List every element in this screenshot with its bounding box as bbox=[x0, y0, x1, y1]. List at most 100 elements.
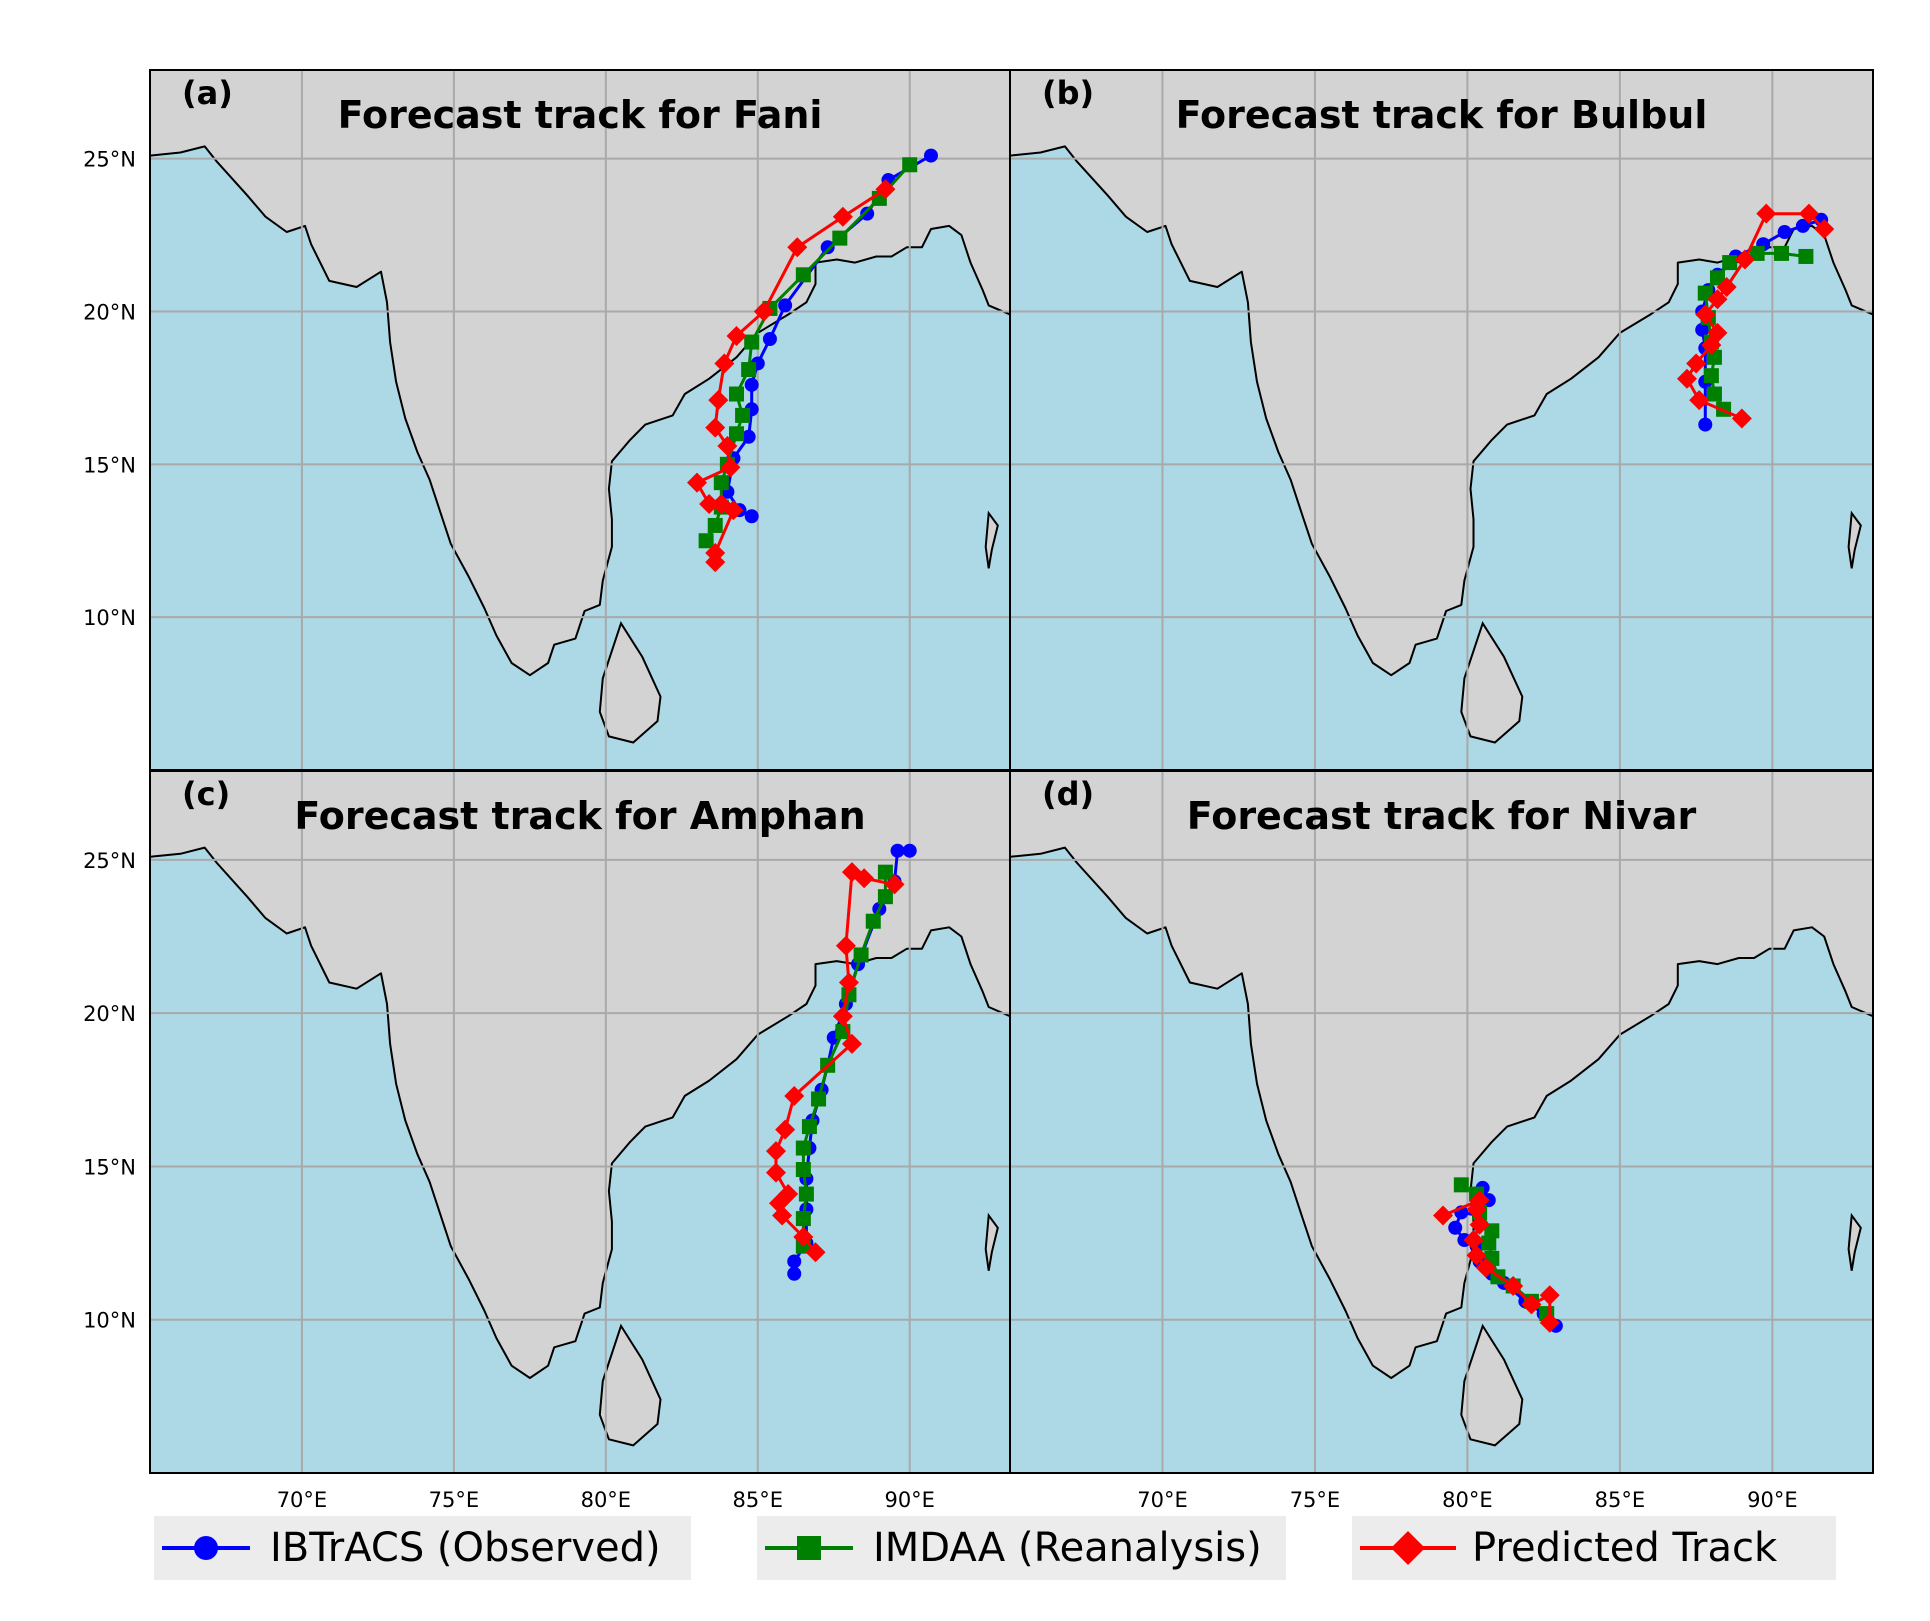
x-tick-label: 85°E bbox=[1595, 1488, 1646, 1512]
panel-label: (b) bbox=[1042, 74, 1094, 112]
map-panel-b: (b) Forecast track for Bulbul bbox=[1009, 69, 1874, 771]
y-tick-label: 15°N bbox=[83, 1155, 136, 1179]
track-point-predicted bbox=[1521, 1294, 1542, 1315]
x-tick-label: 80°E bbox=[1442, 1488, 1493, 1512]
legend-label-ibtracs: IBTrACS (Observed) bbox=[270, 1525, 661, 1571]
track-point-predicted bbox=[1798, 203, 1819, 224]
track-point-predicted bbox=[1756, 203, 1777, 224]
map-panel-a: (a) Forecast track for Fani bbox=[149, 69, 1011, 771]
track-point-imdaa bbox=[713, 475, 729, 491]
track-point-ibtracs bbox=[744, 377, 759, 392]
land-sri-lanka bbox=[1460, 620, 1524, 744]
track-point-predicted bbox=[838, 972, 859, 993]
track-point-ibtracs bbox=[890, 843, 905, 858]
x-tick-label: 70°E bbox=[277, 1488, 328, 1512]
track-point-imdaa bbox=[707, 517, 723, 533]
track-point-predicted bbox=[766, 1162, 787, 1183]
legend-marker-square bbox=[765, 1536, 853, 1560]
panel-title: Forecast track for Bulbul bbox=[1176, 93, 1708, 137]
land-sri-lanka bbox=[598, 620, 662, 744]
track-point-predicted bbox=[793, 1226, 814, 1247]
x-tick-label: 80°E bbox=[581, 1488, 632, 1512]
track-point-ibtracs bbox=[762, 331, 777, 346]
legend-label-imdaa: IMDAA (Reanalysis) bbox=[873, 1525, 1262, 1571]
track-point-ibtracs bbox=[778, 298, 793, 313]
track-point-predicted bbox=[711, 494, 732, 515]
legend-item-imdaa: IMDAA (Reanalysis) bbox=[757, 1516, 1286, 1580]
track-point-ibtracs bbox=[787, 1266, 802, 1281]
map-panel-d: (d) Forecast track for Nivar bbox=[1009, 770, 1874, 1474]
track-point-imdaa bbox=[798, 1186, 814, 1202]
track-point-predicted bbox=[1539, 1285, 1560, 1306]
x-tick-label: 75°E bbox=[1290, 1488, 1341, 1512]
land-andaman-islands bbox=[1847, 1212, 1862, 1271]
track-point-predicted bbox=[832, 1006, 853, 1027]
y-tick-label: 10°N bbox=[83, 1309, 136, 1333]
track-point-imdaa bbox=[1749, 245, 1765, 261]
track-point-ibtracs bbox=[902, 843, 917, 858]
track-point-imdaa bbox=[877, 889, 893, 905]
track-point-predicted bbox=[1539, 1312, 1560, 1333]
track-point-predicted bbox=[884, 874, 905, 895]
track-point-predicted bbox=[1469, 1214, 1490, 1235]
track-point-predicted bbox=[1707, 322, 1728, 343]
panel-label: (a) bbox=[182, 74, 233, 112]
track-point-imdaa bbox=[832, 230, 848, 246]
track-point-predicted bbox=[775, 1119, 796, 1140]
track-point-imdaa bbox=[795, 1162, 811, 1178]
map-panel-c: (c) Forecast track for Amphan bbox=[149, 770, 1011, 1474]
track-point-ibtracs bbox=[1698, 417, 1713, 432]
x-tick-label: 70°E bbox=[1137, 1488, 1188, 1512]
track-point-imdaa bbox=[1481, 1235, 1497, 1251]
track-point-imdaa bbox=[795, 267, 811, 283]
track-point-predicted bbox=[1731, 408, 1752, 429]
legend-item-predicted: Predicted Track bbox=[1352, 1516, 1836, 1580]
legend-label-predicted: Predicted Track bbox=[1472, 1525, 1778, 1571]
track-point-predicted bbox=[835, 935, 856, 956]
track-point-predicted bbox=[717, 435, 738, 456]
track-point-ibtracs bbox=[741, 429, 756, 444]
land-mainland bbox=[150, 771, 1010, 1379]
track-point-imdaa bbox=[902, 157, 918, 173]
track-point-ibtracs bbox=[1777, 225, 1792, 240]
x-tick-label: 90°E bbox=[1747, 1488, 1798, 1512]
track-point-imdaa bbox=[729, 426, 745, 442]
legend-item-ibtracs: IBTrACS (Observed) bbox=[154, 1516, 691, 1580]
track-point-predicted bbox=[778, 1184, 799, 1205]
track-point-imdaa bbox=[877, 864, 893, 880]
legend-marker-circle bbox=[162, 1536, 250, 1560]
track-point-imdaa bbox=[1703, 368, 1719, 384]
track-point-ibtracs bbox=[860, 206, 875, 221]
track-point-predicted bbox=[1433, 1205, 1454, 1226]
track-point-predicted bbox=[1734, 249, 1755, 270]
y-tick-label: 10°N bbox=[83, 606, 136, 630]
track-point-predicted bbox=[1695, 304, 1716, 325]
track-point-ibtracs bbox=[744, 509, 759, 524]
track-point-imdaa bbox=[1453, 1177, 1469, 1193]
land-sri-lanka bbox=[1460, 1323, 1524, 1447]
track-point-imdaa bbox=[801, 1119, 817, 1135]
track-point-predicted bbox=[875, 179, 896, 200]
panel-frame bbox=[1009, 770, 1874, 1474]
track-point-predicted bbox=[705, 417, 726, 438]
track-point-imdaa bbox=[729, 386, 745, 402]
track-point-predicted bbox=[1503, 1276, 1524, 1297]
track-point-predicted bbox=[1814, 218, 1835, 239]
land-andaman-islands bbox=[1847, 510, 1862, 569]
track-point-predicted bbox=[1463, 1230, 1484, 1251]
track-point-ibtracs bbox=[787, 1254, 802, 1269]
track-point-ibtracs bbox=[1695, 322, 1710, 337]
track-point-predicted bbox=[714, 353, 735, 374]
track-point-predicted bbox=[1686, 353, 1707, 374]
track-point-predicted bbox=[720, 457, 741, 478]
y-tick-label: 25°N bbox=[83, 148, 136, 172]
y-tick-label: 15°N bbox=[83, 453, 136, 477]
track-point-imdaa bbox=[795, 1140, 811, 1156]
track-point-predicted bbox=[1469, 1190, 1490, 1211]
track-point-imdaa bbox=[1798, 248, 1814, 264]
track-point-imdaa bbox=[1722, 255, 1738, 271]
track-point-predicted bbox=[805, 1242, 826, 1263]
land-mainland bbox=[150, 70, 1010, 677]
x-tick-label: 85°E bbox=[733, 1488, 784, 1512]
